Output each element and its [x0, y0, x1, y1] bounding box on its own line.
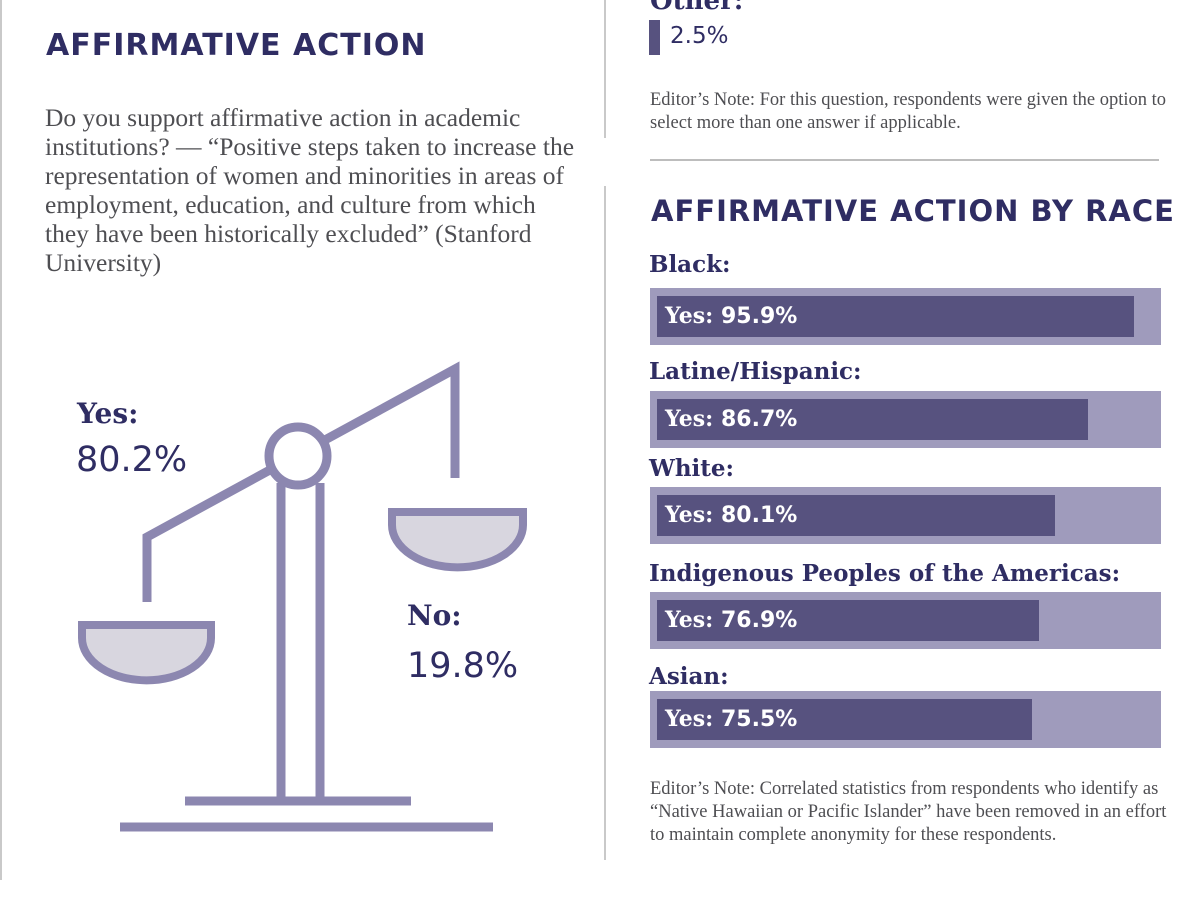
no-value: 19.8%: [407, 646, 519, 686]
other-label: Other:: [650, 0, 744, 16]
column-divider-bottom: [604, 186, 606, 860]
bar-fill-asian: [657, 699, 1032, 740]
no-label: No:: [407, 599, 462, 632]
yes-value: 80.2%: [76, 440, 188, 480]
bar-track-asian: Yes: 75.5%: [650, 691, 1161, 748]
scale-pan-left: [78, 621, 215, 685]
bar-track-indigenous: Yes: 76.9%: [650, 592, 1161, 649]
bar-fill-black: [657, 296, 1134, 337]
editors-note-anonymity: Editor’s Note: Correlated statistics fro…: [650, 779, 1167, 845]
race-label-black: Black:: [649, 251, 731, 278]
editors-note-multi-answer: Editor’s Note: For this question, respon…: [650, 90, 1167, 133]
bar-value-white: Yes: 80.1%: [665, 502, 798, 528]
balance-scale-illustration: [78, 361, 527, 832]
bar-value-latine-hispanic: Yes: 86.7%: [665, 406, 798, 432]
survey-question: Do you support affirmative action in aca…: [45, 103, 575, 277]
bar-track-latine-hispanic: Yes: 86.7%: [650, 391, 1161, 448]
section-divider: [650, 159, 1159, 161]
race-label-asian: Asian:: [649, 663, 729, 690]
race-label-indigenous: Indigenous Peoples of the Americas:: [649, 560, 1121, 587]
race-label-latine-hispanic: Latine/Hispanic:: [649, 358, 862, 385]
bar-fill-indigenous: [657, 600, 1039, 641]
scale-pivot: [264, 422, 332, 490]
bar-track-black: Yes: 95.9%: [650, 288, 1161, 345]
other-swatch: [649, 20, 660, 55]
race-label-white: White:: [649, 455, 735, 482]
bar-fill-latine-hispanic: [657, 399, 1088, 440]
bar-fill-white: [657, 495, 1055, 536]
other-value: 2.5%: [670, 23, 729, 49]
bar-value-black: Yes: 95.9%: [665, 303, 798, 329]
column-divider-top: [604, 0, 606, 138]
left-edge-rule: [0, 0, 2, 880]
yes-label: Yes:: [77, 397, 139, 430]
bar-value-asian: Yes: 75.5%: [665, 706, 798, 732]
section-heading: AFFIRMATIVE ACTION: [46, 28, 427, 63]
scale-pan-right: [388, 508, 527, 572]
bar-value-indigenous: Yes: 76.9%: [665, 607, 798, 633]
bar-track-white: Yes: 80.1%: [650, 487, 1161, 544]
race-section-heading: AFFIRMATIVE ACTION BY RACE: [651, 194, 1175, 228]
